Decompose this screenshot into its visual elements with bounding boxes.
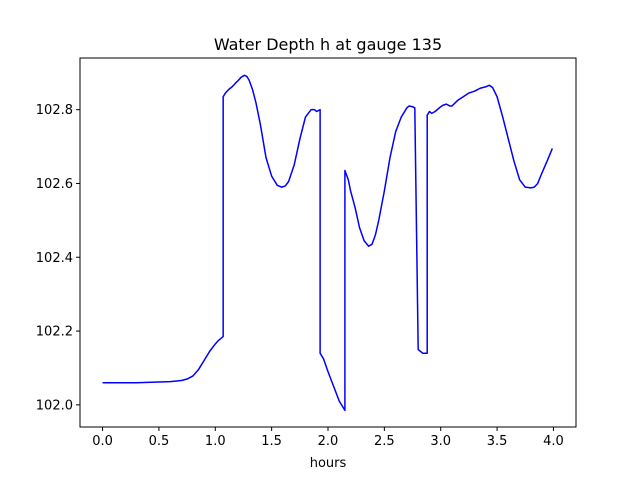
x-tick-label: 1.5	[261, 434, 282, 449]
y-tick-label: 102.4	[36, 251, 73, 266]
x-tick-label: 0.5	[149, 434, 170, 449]
x-tick-label: 2.0	[318, 434, 339, 449]
x-tick-label: 0.0	[92, 434, 113, 449]
x-tick-label: 4.0	[543, 434, 564, 449]
x-axis-label: hours	[310, 456, 347, 471]
y-tick-label: 102.8	[36, 103, 73, 118]
y-axis-ticks: 102.0 102.2 102.4 102.6 102.8	[36, 103, 80, 413]
x-tick-label: 2.5	[374, 434, 395, 449]
y-tick-label: 102.6	[36, 177, 73, 192]
x-tick-label: 1.0	[205, 434, 226, 449]
plot-area	[102, 74, 554, 412]
y-tick-label: 102.2	[36, 325, 73, 340]
x-tick-label: 3.5	[487, 434, 508, 449]
x-tick-label: 3.0	[430, 434, 451, 449]
chart-title: Water Depth h at gauge 135	[214, 35, 442, 54]
y-tick-label: 102.0	[36, 398, 73, 413]
series-line	[102, 74, 554, 412]
x-axis-ticks: 0.0 0.5 1.0 1.5 2.0 2.5 3.0 3.5 4.0	[92, 427, 564, 449]
